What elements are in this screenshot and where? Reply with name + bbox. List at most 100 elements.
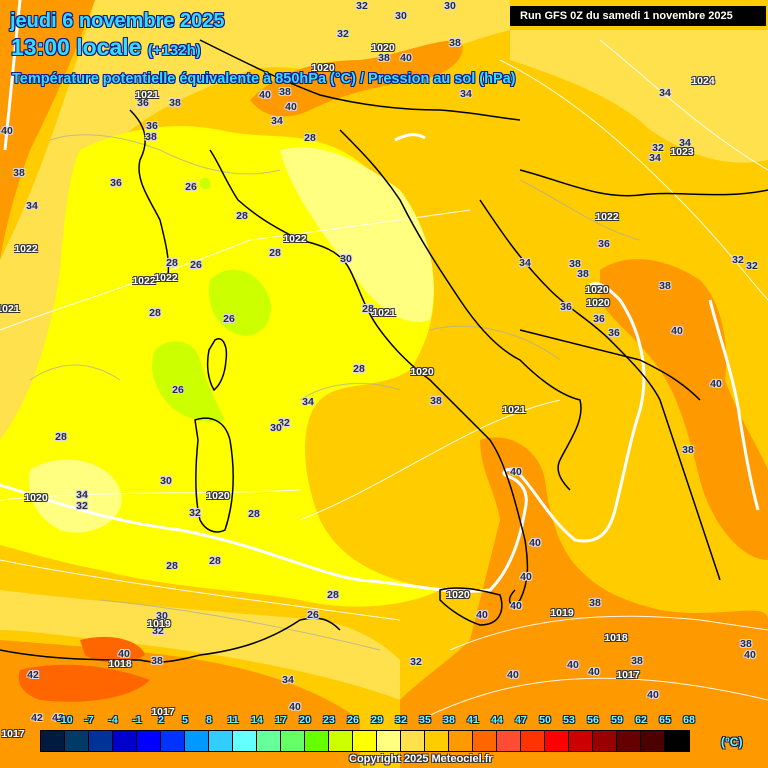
colorbar-tick: 14 [251, 714, 263, 726]
colorbar-unit: (°C) [721, 735, 743, 749]
temperature-label: 28 [327, 588, 339, 601]
temperature-label: 38 [577, 267, 589, 280]
pressure-label: 1020 [206, 489, 230, 502]
pressure-label: 1022 [14, 242, 38, 255]
pressure-label: 1021 [502, 403, 526, 416]
temperature-label: 30 [160, 474, 172, 487]
temperature-label: 34 [282, 673, 294, 686]
temperature-label: 32 [732, 253, 744, 266]
temperature-label: 28 [362, 302, 374, 315]
pressure-label: 1017 [1, 727, 25, 740]
temperature-label: 40 [507, 668, 519, 681]
temperature-label: 32 [410, 655, 422, 668]
forecast-date: jeudi 6 novembre 2025 [10, 10, 225, 32]
temperature-label: 30 [156, 609, 168, 622]
colorbar-tick: 62 [635, 714, 647, 726]
italy-coast [209, 149, 529, 605]
colorbar-cell [161, 731, 185, 751]
temperature-label: 32 [278, 416, 290, 429]
temperature-label: 40 [400, 51, 412, 64]
pressure-label: 1020 [311, 61, 335, 74]
pressure-label: 1023 [670, 145, 694, 158]
temperature-label: 40 [671, 324, 683, 337]
lead-time: (+132h) [147, 42, 201, 59]
temperature-label: 42 [31, 711, 43, 724]
temperature-label: 34 [460, 87, 472, 100]
temperature-contours [29, 134, 641, 651]
colorbar-cell [617, 731, 641, 751]
temperature-label: 40 [567, 658, 579, 671]
temperature-label: 32 [152, 624, 164, 637]
pressure-label: 1020 [410, 365, 434, 378]
temperature-label: 32 [76, 499, 88, 512]
colorbar-cell [353, 731, 377, 751]
balkan-border [519, 329, 701, 401]
temperature-label: 28 [248, 507, 260, 520]
colorbar-cell [569, 731, 593, 751]
pressure-label: 1024 [691, 74, 715, 87]
temperature-label: 38 [659, 279, 671, 292]
temperature-label: 28 [304, 131, 316, 144]
temperature-label: 38 [740, 637, 752, 650]
alps-border [199, 39, 521, 121]
colorbar-tick: -7 [84, 714, 94, 726]
forecast-time: 13:00 locale (+132h) [11, 36, 201, 59]
north-africa-coast [0, 617, 341, 663]
pressure-label: 1017 [616, 668, 640, 681]
colorbar-tick: 44 [491, 714, 503, 726]
temperature-label: 38 [145, 130, 157, 143]
run-info-text: Run GFS 0Z du samedi 1 novembre 2025 [520, 10, 733, 22]
sicily [439, 587, 503, 626]
temperature-label: 34 [271, 114, 283, 127]
temperature-label: 38 [151, 654, 163, 667]
temperature-label: 36 [598, 237, 610, 250]
temperature-label: 36 [137, 96, 149, 109]
colorbar-tick: 47 [515, 714, 527, 726]
colorbar-tick: 53 [563, 714, 575, 726]
colorbar-tick: -10 [57, 714, 73, 726]
temperature-label: 40 [744, 648, 756, 661]
green-region-1 [209, 269, 271, 336]
temperature-label: 38 [449, 36, 461, 49]
temperature-label: 36 [560, 300, 572, 313]
temperature-label: 38 [430, 394, 442, 407]
temperature-label: 40 [520, 570, 532, 583]
colorbar-tick: 68 [683, 714, 695, 726]
pressure-label: 1021 [0, 302, 20, 315]
colorbar-cell [281, 731, 305, 751]
colorbar-tick: 41 [467, 714, 479, 726]
colorbar-cell [641, 731, 665, 751]
copyright-text: Copyright 2025 Meteociel.fr [349, 753, 493, 765]
run-info: Run GFS 0Z du samedi 1 novembre 2025 [510, 6, 766, 26]
temperature-label: 28 [209, 554, 221, 567]
forecast-local-time: 13:00 locale [11, 34, 142, 60]
colorbar-cell [89, 731, 113, 751]
temperature-label: 38 [569, 257, 581, 270]
pressure-label: 1020 [24, 491, 48, 504]
temperature-label: 40 [588, 665, 600, 678]
temperature-label: 28 [55, 430, 67, 443]
variable-title: Température potentielle équivalente à 85… [12, 71, 516, 87]
colorbar-tick: 32 [395, 714, 407, 726]
isobar-1020-bold [0, 0, 760, 593]
temperature-label: 28 [269, 246, 281, 259]
temperature-label: 38 [378, 51, 390, 64]
temperature-label: 26 [172, 383, 184, 396]
colorbar-tick: 2 [158, 714, 164, 726]
pressure-label: 1019 [147, 617, 171, 630]
colorbar-cell [377, 731, 401, 751]
temperature-label: 40 [529, 536, 541, 549]
temperature-label: 38 [279, 85, 291, 98]
colorbar-tick: 17 [275, 714, 287, 726]
colorbar-tick: 26 [347, 714, 359, 726]
pressure-label: 1020 [446, 588, 470, 601]
temperature-label: 38 [682, 443, 694, 456]
colorbar-cell [521, 731, 545, 751]
temperature-label: 28 [166, 256, 178, 269]
pressure-label: 1019 [550, 606, 574, 619]
pressure-label: 1018 [108, 657, 132, 670]
colorbar-tick: 23 [323, 714, 335, 726]
pressure-label: 1020 [371, 41, 395, 54]
colorbar-cell [497, 731, 521, 751]
temperature-label: 40 [285, 100, 297, 113]
